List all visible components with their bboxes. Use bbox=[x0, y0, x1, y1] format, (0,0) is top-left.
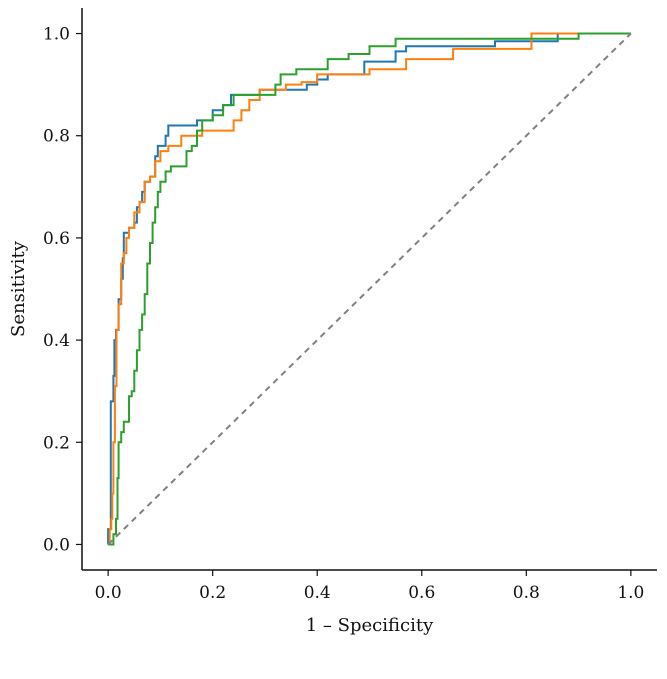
y-axis-label: Sensitivity bbox=[8, 240, 29, 337]
x-ticks: 0.0 0.2 0.4 0.6 0.8 1.0 bbox=[95, 570, 644, 603]
x-tick-label: 0.4 bbox=[304, 583, 331, 603]
y-tick-label: 0.6 bbox=[43, 229, 70, 249]
y-tick-label: 0.2 bbox=[43, 433, 70, 453]
y-ticks: 0.0 0.2 0.4 0.6 0.8 1.0 bbox=[43, 25, 82, 555]
x-tick-label: 0.0 bbox=[95, 583, 122, 603]
roc-curve-2 bbox=[108, 32, 631, 546]
chance-diagonal-line bbox=[107, 32, 632, 546]
y-tick-label: 0.4 bbox=[43, 331, 70, 351]
roc-curve-3 bbox=[108, 32, 631, 546]
x-tick-label: 0.6 bbox=[408, 583, 435, 603]
y-tick-label: 0.8 bbox=[43, 127, 70, 147]
x-axis-label: 1 – Specificity bbox=[306, 615, 434, 636]
y-tick-label: 0.0 bbox=[43, 535, 70, 555]
x-tick-label: 1.0 bbox=[617, 583, 644, 603]
x-tick-label: 0.8 bbox=[513, 583, 540, 603]
plot-lines bbox=[107, 32, 632, 546]
y-tick-label: 1.0 bbox=[43, 25, 70, 45]
x-tick-label: 0.2 bbox=[199, 583, 226, 603]
